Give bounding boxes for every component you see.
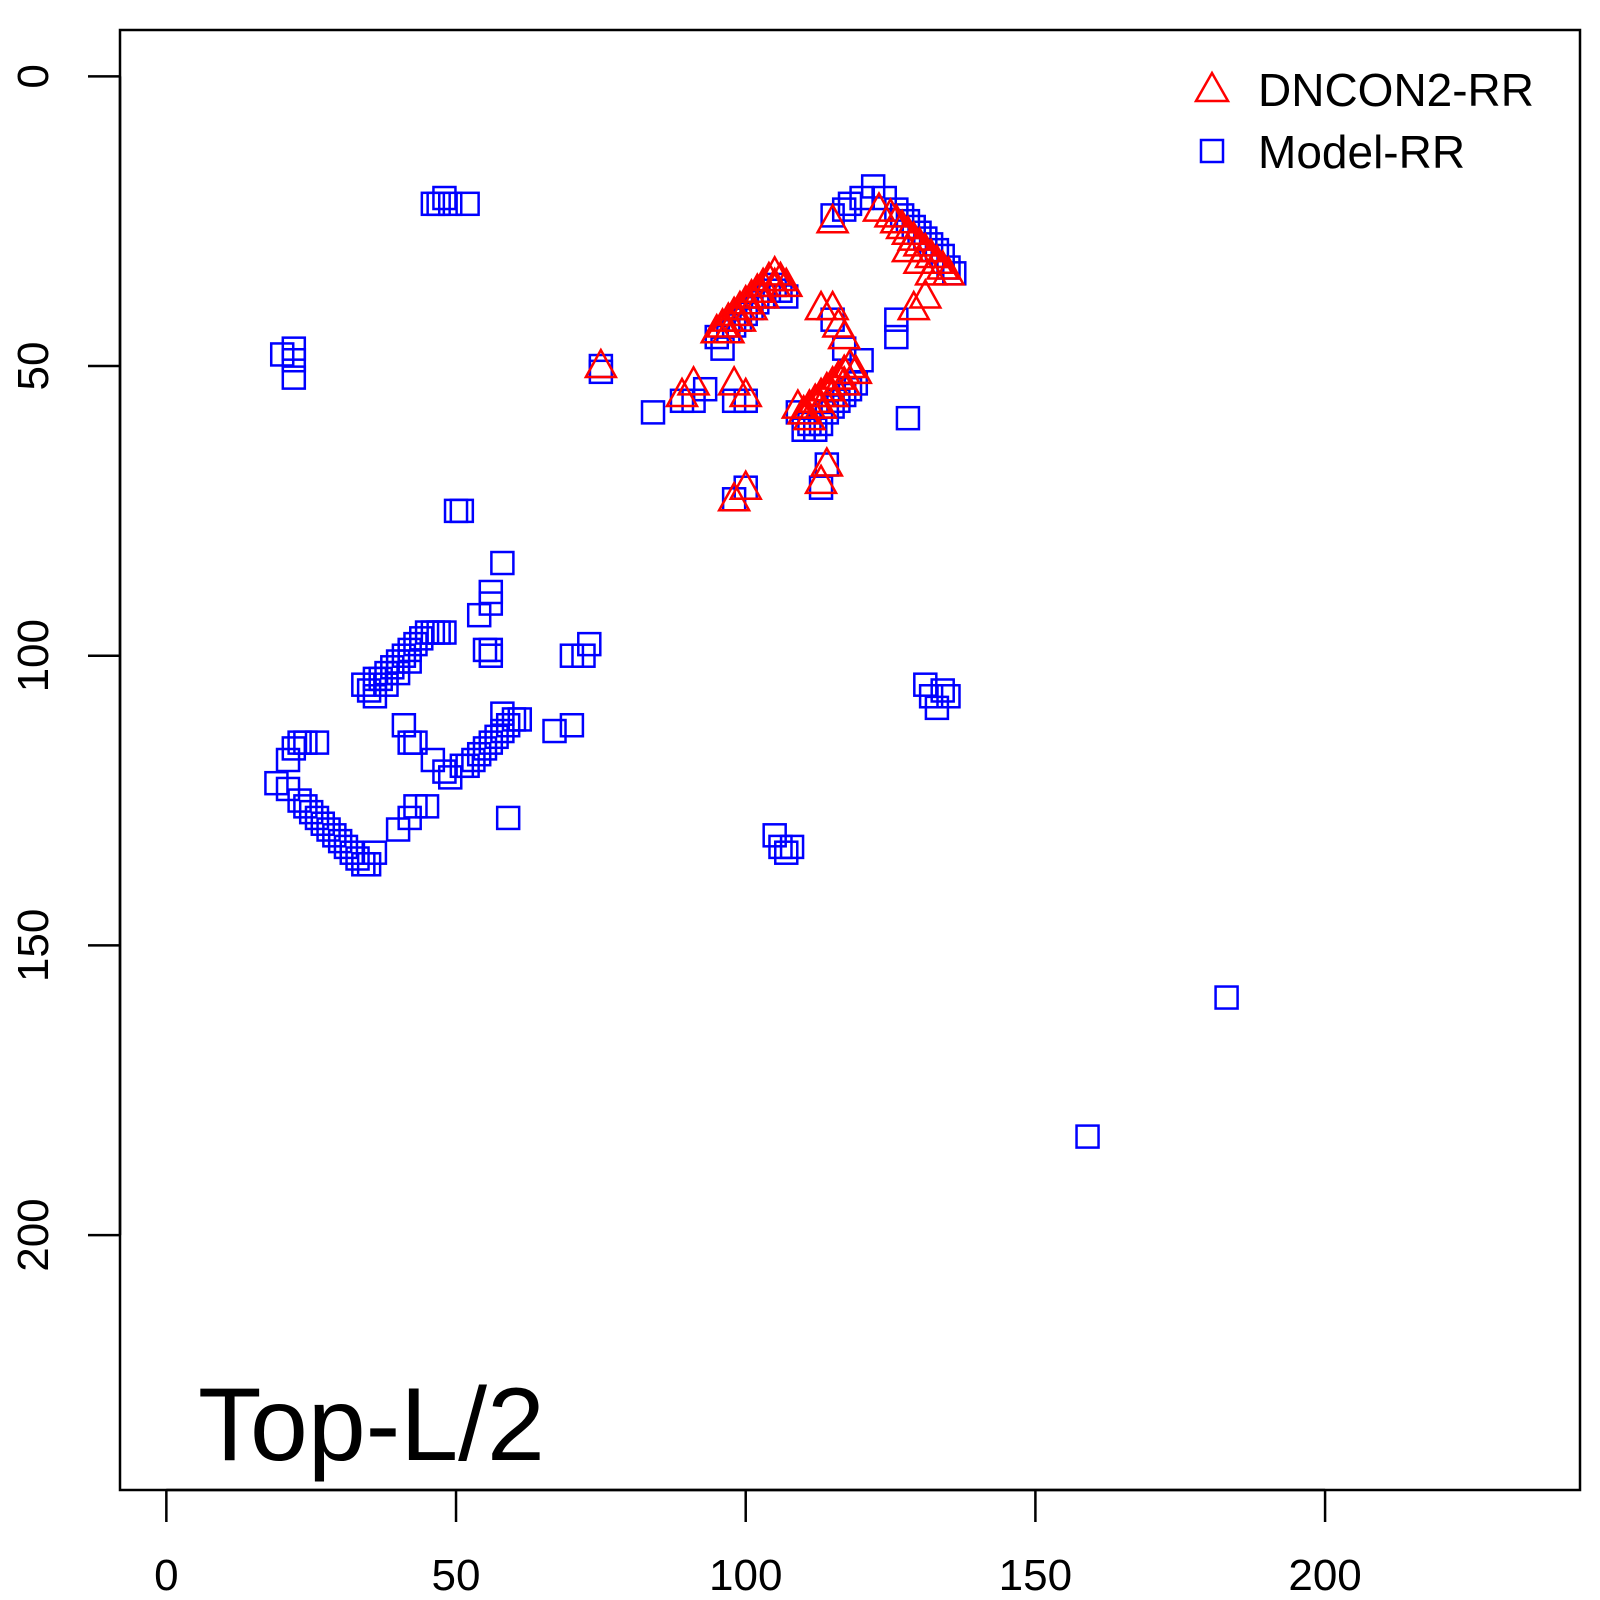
model-rr-point	[455, 191, 480, 217]
dncon2-rr-point	[792, 399, 827, 431]
dncon2-rr-point	[717, 480, 752, 512]
dncon2-rr-point	[896, 289, 931, 321]
x-tick-label: 50	[432, 1551, 481, 1600]
model-rr-point	[495, 805, 521, 831]
model-rr-point	[1214, 985, 1239, 1010]
model-rr-point	[281, 347, 307, 373]
dncon2-rr-point	[717, 364, 752, 396]
model-rr-point	[490, 701, 515, 726]
model-rr-point	[397, 730, 422, 755]
dncon2-rr-point	[879, 202, 914, 234]
model-rr-point	[304, 730, 330, 755]
model-rr-point	[692, 376, 718, 402]
dncon2-rr-point	[803, 463, 839, 495]
x-tick-label: 150	[999, 1551, 1072, 1600]
model-rr-point	[936, 684, 961, 709]
model-rr-point	[640, 400, 666, 425]
model-rr-point	[472, 637, 498, 663]
chart-annotation: Top-L/2	[198, 1367, 545, 1483]
dncon2-rr-point	[745, 277, 781, 309]
model-rr-point	[490, 550, 515, 576]
dncon2-rr-point	[890, 231, 926, 263]
model-rr-points	[264, 174, 1239, 1149]
model-rr-point	[362, 840, 388, 865]
model-rr-point	[420, 191, 446, 217]
legend-square-icon	[1199, 138, 1225, 164]
model-rr-point	[542, 718, 567, 744]
legend: DNCON2-RR Model-RR	[1193, 64, 1534, 178]
dncon2-rr-point	[815, 202, 850, 234]
model-rr-point	[930, 678, 955, 703]
x-tick-label: 100	[709, 1551, 782, 1600]
dncon2-rr-point	[583, 347, 618, 379]
y-tick-label: 200	[9, 1198, 58, 1271]
model-rr-point	[437, 191, 463, 217]
dncon2-rr-point	[803, 388, 839, 419]
dncon2-rr-point	[809, 445, 844, 477]
model-rr-point	[478, 637, 504, 663]
dncon2-rr-point	[838, 353, 873, 385]
y-tick-label: 100	[9, 619, 58, 692]
dncon2-rr-point	[827, 318, 862, 350]
dncon2-rr-point	[664, 376, 700, 408]
legend-label-dncon2-rr: DNCON2-RR	[1258, 64, 1534, 116]
dncon2-rr-points	[583, 191, 966, 512]
model-rr-point	[774, 840, 799, 865]
model-rr-point	[432, 620, 457, 645]
model-rr-point	[577, 631, 602, 657]
dncon2-rr-point	[902, 243, 937, 274]
legend-triangle-icon	[1193, 70, 1231, 103]
dncon2-rr-point	[757, 266, 792, 298]
y-tick-label: 150	[9, 909, 58, 982]
model-rr-point	[478, 643, 504, 668]
model-rr-point	[414, 794, 440, 819]
dncon2-rr-point	[873, 196, 908, 228]
dncon2-rr-point	[763, 260, 798, 292]
dncon2-rr-point	[815, 376, 850, 408]
model-rr-point	[281, 365, 307, 390]
model-rr-point	[397, 649, 422, 674]
dncon2-rr-point	[728, 376, 763, 408]
dncon2-rr-point	[931, 254, 966, 286]
dncon2-rr-point	[722, 301, 758, 332]
model-rr-point	[403, 730, 428, 755]
dncon2-rr-point	[757, 254, 792, 286]
legend-label-model-rr: Model-RR	[1258, 126, 1465, 178]
model-rr-point	[443, 498, 469, 524]
y-tick-label: 50	[9, 342, 58, 391]
dncon2-rr-point	[827, 364, 862, 396]
dncon2-rr-point	[885, 208, 920, 240]
model-rr-point	[1075, 1124, 1100, 1149]
y-tick-label: 0	[9, 64, 58, 88]
model-rr-point	[449, 498, 475, 524]
model-rr-point	[895, 405, 921, 431]
model-rr-point	[559, 712, 585, 738]
dncon2-rr-point	[913, 254, 949, 286]
dncon2-rr-point	[908, 277, 943, 309]
x-axis: 0 50 100 150 200	[154, 1488, 1362, 1600]
model-rr-point	[507, 707, 533, 732]
model-rr-point	[466, 602, 492, 628]
dncon2-rr-point	[728, 469, 763, 500]
x-tick-label: 200	[1288, 1551, 1361, 1600]
dncon2-rr-point	[890, 214, 926, 246]
y-axis: 0 50 100 150 200	[9, 64, 122, 1272]
dncon2-rr-point	[711, 312, 746, 344]
x-tick-label: 0	[154, 1551, 178, 1600]
dncon2-rr-point	[676, 364, 711, 396]
model-rr-point	[779, 834, 805, 860]
dncon2-rr-point	[734, 289, 769, 321]
model-rr-point	[884, 324, 909, 350]
plot-frame	[118, 28, 1582, 1492]
